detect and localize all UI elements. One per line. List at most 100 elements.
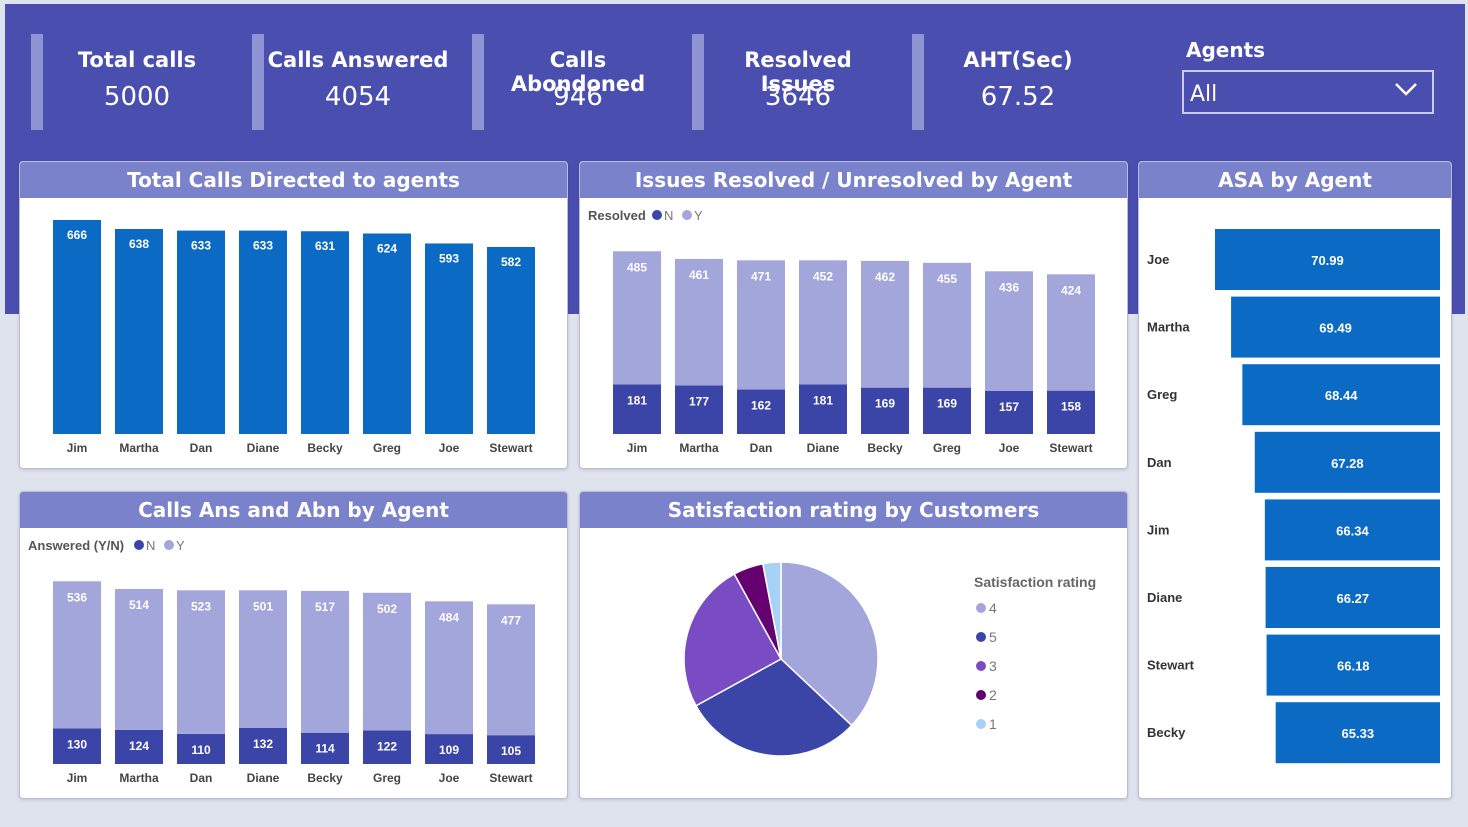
data-label: 666 bbox=[67, 228, 87, 242]
data-label: 484 bbox=[439, 610, 459, 624]
bar bbox=[301, 231, 349, 434]
bar-segment-n bbox=[799, 384, 847, 434]
x-tick-label: Joe bbox=[999, 441, 1020, 455]
bar bbox=[1266, 634, 1440, 696]
legend-label: 2 bbox=[989, 687, 997, 703]
chart-title: ASA by Agent bbox=[1139, 162, 1451, 198]
data-label: 424 bbox=[1061, 283, 1081, 297]
data-label: 517 bbox=[315, 600, 335, 614]
data-label: 66.18 bbox=[1337, 659, 1370, 674]
chart-title: Total Calls Directed to agents bbox=[20, 162, 567, 198]
data-label: 593 bbox=[439, 251, 459, 265]
data-label: 638 bbox=[129, 237, 149, 251]
y-tick-label: Stewart bbox=[1147, 658, 1195, 673]
x-tick-label: Stewart bbox=[489, 441, 532, 455]
data-label: 68.44 bbox=[1325, 388, 1358, 403]
legend-label: 1 bbox=[989, 716, 997, 732]
bar-segment-n bbox=[675, 385, 723, 434]
bar-segment-n bbox=[1047, 390, 1095, 434]
bar-segment-y bbox=[737, 260, 785, 390]
x-tick-label: Jim bbox=[627, 441, 648, 455]
legend-marker bbox=[134, 540, 144, 550]
legend-marker bbox=[976, 690, 986, 700]
data-label: 501 bbox=[253, 599, 273, 613]
kpi-value: 67.52 bbox=[980, 82, 1056, 112]
kpi-aht: AHT(Sec) 67.52 bbox=[912, 30, 1112, 130]
data-label: 181 bbox=[627, 393, 647, 407]
panel-issues-resolved: Issues Resolved / Unresolved by Agent Re… bbox=[579, 161, 1128, 469]
panel-total-calls: Total Calls Directed to agents 666 Jim 638… bbox=[19, 161, 568, 469]
kpi-calls-answered: Calls Answered 4054 bbox=[252, 30, 452, 130]
bar-segment-y bbox=[799, 260, 847, 385]
bar bbox=[1242, 364, 1440, 426]
bar bbox=[53, 220, 101, 434]
pie-slice bbox=[694, 658, 853, 757]
y-tick-label: Greg bbox=[1147, 387, 1177, 402]
bar-segment-y bbox=[487, 604, 535, 736]
chart-title: Issues Resolved / Unresolved by Agent bbox=[580, 162, 1127, 198]
x-tick-label: Martha bbox=[119, 441, 159, 455]
pie-slice bbox=[761, 561, 782, 660]
kpi-title: AHT(Sec) bbox=[963, 48, 1073, 72]
x-tick-label: Martha bbox=[679, 441, 719, 455]
agents-dropdown[interactable]: All bbox=[1182, 70, 1434, 114]
x-tick-label: Greg bbox=[373, 771, 401, 785]
bar bbox=[1275, 702, 1440, 764]
bar-segment-n bbox=[985, 390, 1033, 434]
asa-chart: 70.99 Joe 69.49 Martha 68.44 Greg 67.28 Dan 66.3… bbox=[1147, 229, 1440, 764]
chevron-down-icon bbox=[1395, 83, 1417, 96]
x-tick-label: Becky bbox=[867, 441, 903, 455]
kpi-total-calls: Total calls 5000 bbox=[31, 30, 231, 130]
data-label: 169 bbox=[937, 397, 957, 411]
data-label: 110 bbox=[191, 743, 211, 757]
panel-satisfaction: Satisfaction rating by Customers Satisfa… bbox=[579, 491, 1128, 799]
data-label: 436 bbox=[999, 280, 1019, 294]
bar bbox=[425, 243, 473, 434]
data-label: 462 bbox=[875, 270, 895, 284]
data-label: 169 bbox=[875, 397, 895, 411]
y-tick-label: Martha bbox=[1147, 320, 1190, 335]
bar-segment-n bbox=[239, 727, 287, 764]
data-label: 633 bbox=[253, 239, 273, 253]
legend-marker bbox=[976, 632, 986, 642]
data-label: 67.28 bbox=[1331, 456, 1364, 471]
kpi-title: Calls Answered bbox=[267, 48, 449, 72]
data-label: 502 bbox=[377, 602, 397, 616]
data-label: 157 bbox=[999, 400, 1019, 414]
bar-segment-n bbox=[487, 735, 535, 764]
legend-title: Answered (Y/N) bbox=[28, 538, 124, 553]
data-label: 452 bbox=[813, 269, 833, 283]
satisfaction-pie-chart: Satisfaction rating 4 5 3 2 1 bbox=[683, 561, 1096, 757]
chart-title: Calls Ans and Abn by Agent bbox=[20, 492, 567, 528]
data-label: 70.99 bbox=[1311, 253, 1344, 268]
x-tick-label: Dan bbox=[190, 771, 213, 785]
data-label: 69.49 bbox=[1319, 321, 1352, 336]
x-tick-label: Greg bbox=[933, 441, 961, 455]
x-tick-label: Becky bbox=[307, 771, 343, 785]
legend-marker bbox=[652, 210, 662, 220]
panel-calls-ans-abn: Calls Ans and Abn by Agent Answered (Y/N… bbox=[19, 491, 568, 799]
bar-segment-y bbox=[301, 590, 349, 733]
x-tick-label: Becky bbox=[307, 441, 343, 455]
y-tick-label: Diane bbox=[1147, 590, 1182, 605]
data-label: 624 bbox=[377, 241, 397, 255]
legend-label: 5 bbox=[989, 629, 997, 645]
bar bbox=[1264, 499, 1440, 561]
bar-segment-y bbox=[53, 581, 101, 729]
kpi-value: 946 bbox=[553, 82, 603, 112]
kpi-accent-bar bbox=[472, 34, 484, 130]
data-label: 477 bbox=[501, 613, 521, 627]
y-tick-label: Jim bbox=[1147, 522, 1169, 537]
kpi-calls-abandoned: Calls Abondoned 946 bbox=[472, 30, 672, 130]
issues-resolved-chart: Resolved N Y 181 485 Jim 177 461 Martha 162 471 Dan… bbox=[588, 208, 1095, 455]
kpi-accent-bar bbox=[252, 34, 264, 130]
bar bbox=[177, 230, 225, 434]
data-label: 631 bbox=[315, 239, 335, 253]
data-label: 66.34 bbox=[1336, 523, 1369, 538]
x-tick-label: Dan bbox=[190, 441, 213, 455]
bar-segment-n bbox=[363, 730, 411, 764]
bar-segment-y bbox=[861, 260, 909, 388]
data-label: 455 bbox=[937, 272, 957, 286]
data-label: 109 bbox=[439, 743, 459, 757]
data-label: 66.27 bbox=[1337, 591, 1370, 606]
